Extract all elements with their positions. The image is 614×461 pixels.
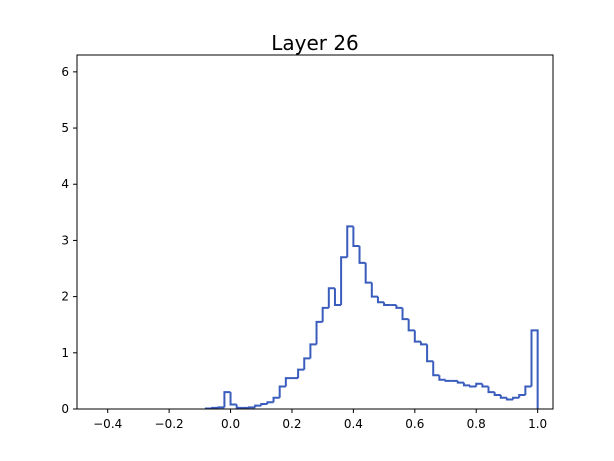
y-tick-label: 0 [61, 402, 69, 416]
plot-frame [76, 54, 554, 410]
chart-title: Layer 26 [271, 31, 359, 55]
hist-step [352, 226, 360, 248]
hist-step [333, 288, 342, 307]
hist-step [266, 401, 274, 404]
y-tick-label: 3 [61, 233, 69, 247]
hist-step [481, 383, 489, 388]
hist-step [462, 382, 471, 387]
hist-step [432, 361, 440, 377]
hist-step [524, 385, 532, 395]
hist-step [518, 393, 526, 398]
hist-step [278, 385, 286, 398]
hist-step [211, 406, 219, 409]
hist-step [297, 368, 305, 379]
hist-step [401, 307, 409, 321]
hist-step [346, 225, 354, 258]
hist-step [364, 262, 372, 284]
hist-step [260, 402, 268, 406]
hist-step [456, 380, 464, 384]
x-tick-label: 0.8 [467, 417, 486, 431]
hist-step [499, 394, 507, 399]
y-tick-label: 6 [61, 65, 69, 79]
hist-step [340, 256, 348, 306]
hist-step [327, 287, 335, 308]
y-tick-label: 4 [61, 177, 69, 191]
x-tick-label: −0.4 [93, 417, 122, 431]
hist-step [217, 406, 225, 409]
hist-step [303, 357, 311, 370]
hist-step [438, 375, 446, 381]
hist-step [321, 306, 329, 322]
hist-step [284, 377, 292, 387]
hist-step [229, 392, 237, 406]
hist-step [444, 379, 452, 382]
x-tick-label: 0.0 [221, 417, 240, 431]
hist-step [419, 341, 428, 346]
hist-step [469, 385, 477, 388]
hist-step [413, 330, 421, 343]
hist-step [395, 305, 403, 309]
hist-step [475, 382, 483, 387]
hist-step [315, 320, 323, 345]
x-tick-label: −0.2 [155, 417, 184, 431]
hist-step [223, 391, 231, 408]
hist-step [487, 386, 495, 394]
x-tick-label: 0.6 [405, 417, 424, 431]
hist-step [383, 302, 391, 307]
y-tick-label: 1 [61, 346, 69, 360]
x-tick-label: 0.4 [344, 417, 363, 431]
y-tick-label: 2 [61, 290, 69, 304]
x-tick-label: 1.0 [528, 417, 547, 431]
hist-step [254, 404, 262, 408]
hist-step [370, 282, 378, 298]
y-tick-label: 5 [61, 121, 69, 135]
hist-step [505, 397, 514, 401]
hist-step [493, 392, 501, 396]
hist-step [426, 344, 434, 363]
hist-step [530, 329, 539, 409]
x-tick-label: 0.2 [282, 417, 301, 431]
hist-step [272, 396, 280, 403]
hist-step [358, 246, 366, 264]
hist-step [512, 396, 520, 400]
hist-step [235, 404, 243, 409]
hist-step [309, 343, 317, 359]
hist-step [376, 296, 385, 304]
hist-step [407, 319, 415, 332]
hist-step [247, 406, 256, 409]
